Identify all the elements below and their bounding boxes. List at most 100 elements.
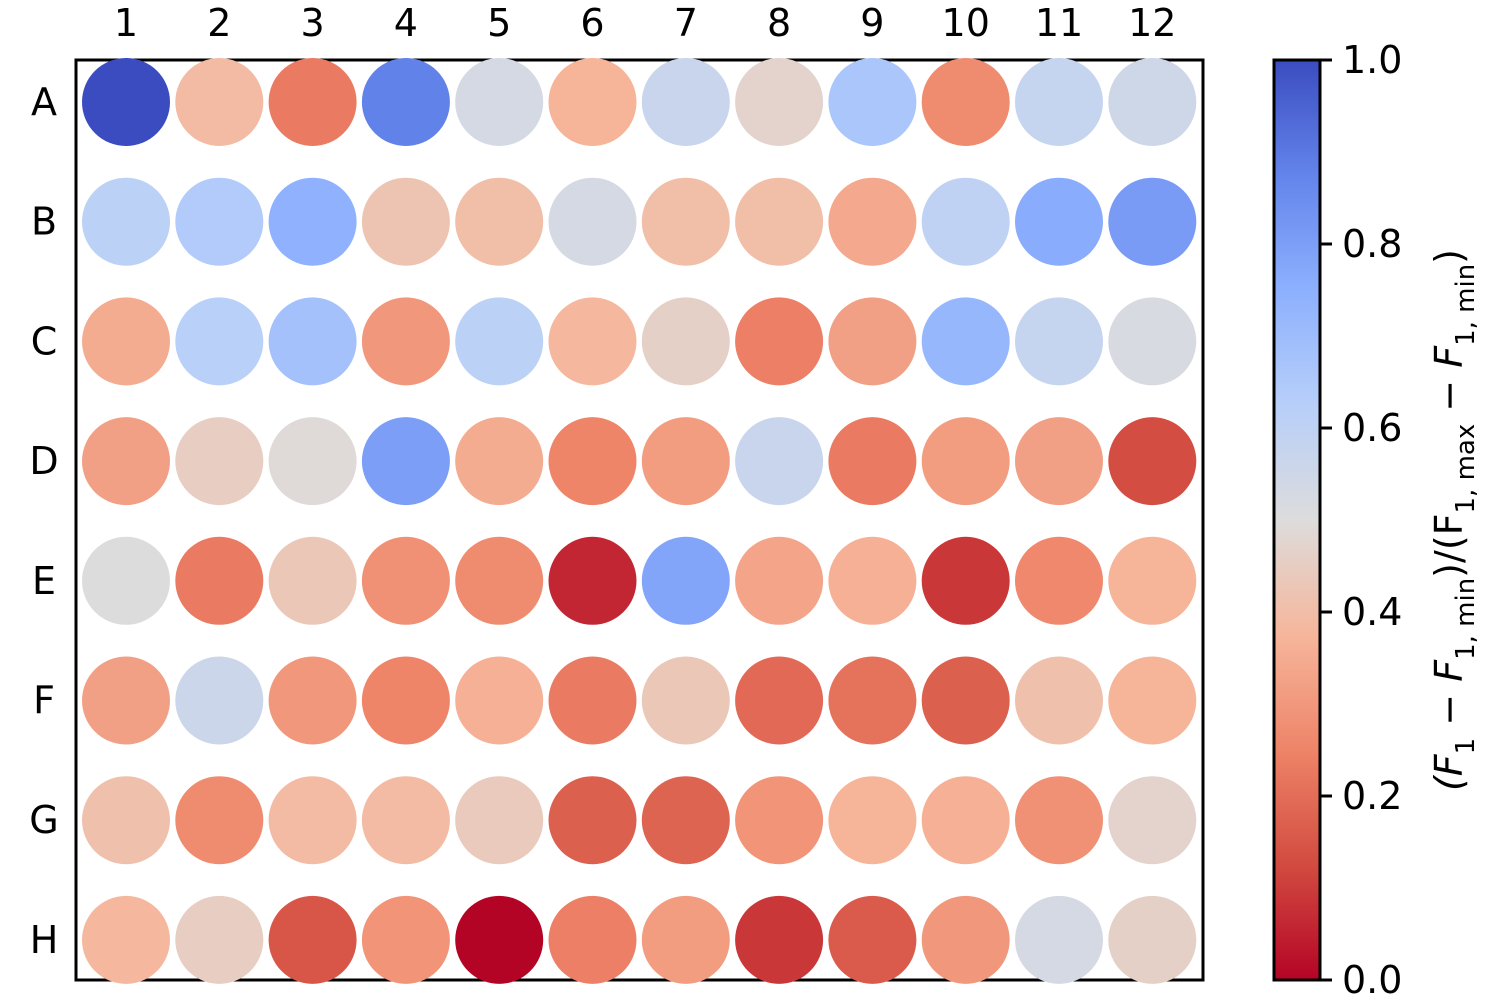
well-E6 — [548, 536, 637, 625]
well-E12 — [1108, 536, 1197, 625]
well-F11 — [1015, 656, 1103, 745]
well-B6 — [548, 177, 637, 266]
well-H7 — [641, 895, 730, 984]
well-B11 — [1015, 177, 1103, 266]
well-H12 — [1108, 895, 1197, 984]
colorbar-tick-label: 0.4 — [1342, 590, 1402, 634]
well-F12 — [1108, 656, 1197, 745]
well-A5 — [455, 58, 544, 146]
well-A1 — [82, 58, 170, 146]
column-label-8: 8 — [767, 1, 791, 45]
row-label-G: G — [29, 798, 58, 842]
well-E2 — [175, 536, 264, 625]
well-B1 — [82, 177, 170, 266]
row-label-C: C — [31, 319, 58, 363]
well-H9 — [828, 895, 917, 984]
well-E8 — [735, 536, 824, 625]
well-E10 — [921, 536, 1010, 625]
well-G8 — [735, 776, 824, 865]
well-A9 — [828, 58, 917, 146]
well-E7 — [641, 536, 730, 625]
well-F6 — [548, 656, 637, 745]
well-D3 — [268, 417, 357, 506]
well-E9 — [828, 536, 917, 625]
well-G7 — [641, 776, 730, 865]
column-label-2: 2 — [207, 1, 231, 45]
well-D1 — [82, 417, 170, 506]
colorbar-tick-label: 0.0 — [1342, 958, 1402, 1000]
well-D2 — [175, 417, 264, 506]
colorbar-gradient — [1272, 58, 1322, 982]
well-C7 — [641, 297, 730, 386]
well-C2 — [175, 297, 264, 386]
well-E5 — [455, 536, 544, 625]
well-A7 — [641, 58, 730, 146]
well-F3 — [268, 656, 357, 745]
column-label-5: 5 — [487, 1, 511, 45]
well-C11 — [1015, 297, 1103, 386]
well-E3 — [268, 536, 357, 625]
well-G4 — [361, 776, 450, 865]
well-C3 — [268, 297, 357, 386]
well-B3 — [268, 177, 357, 266]
well-F4 — [361, 656, 450, 745]
well-A12 — [1108, 58, 1197, 146]
wells-layer — [82, 58, 1197, 984]
column-label-3: 3 — [301, 1, 325, 45]
well-B12 — [1108, 177, 1197, 266]
well-F10 — [921, 656, 1010, 745]
colorbar-label: (F1 − F1, min)/(F1, max − F1, min) — [1427, 249, 1481, 791]
well-C5 — [455, 297, 544, 386]
well-D12 — [1108, 417, 1197, 506]
colorbar-tick-label: 0.8 — [1342, 222, 1402, 266]
well-A4 — [361, 58, 450, 146]
well-H1 — [82, 895, 170, 984]
well-F5 — [455, 656, 544, 745]
well-A6 — [548, 58, 637, 146]
well-H10 — [921, 895, 1010, 984]
well-H4 — [361, 895, 450, 984]
well-E4 — [361, 536, 450, 625]
colorbar-ticks: 0.0 0.2 0.4 0.6 0.8 1.0 — [1320, 38, 1402, 1000]
well-H6 — [548, 895, 637, 984]
well-E11 — [1015, 536, 1103, 625]
well-B2 — [175, 177, 264, 266]
well-G2 — [175, 776, 264, 865]
well-A2 — [175, 58, 264, 146]
well-G6 — [548, 776, 637, 865]
well-F8 — [735, 656, 824, 745]
well-B7 — [641, 177, 730, 266]
well-D4 — [361, 417, 450, 506]
well-C6 — [548, 297, 637, 386]
column-label-7: 7 — [674, 1, 698, 45]
well-H11 — [1015, 895, 1103, 984]
well-H3 — [268, 895, 357, 984]
well-G1 — [82, 776, 170, 865]
well-A8 — [735, 58, 824, 146]
well-D5 — [455, 417, 544, 506]
colorbar-tick-label: 0.2 — [1342, 774, 1402, 818]
well-H8 — [735, 895, 824, 984]
well-F2 — [175, 656, 264, 745]
column-label-12: 12 — [1128, 1, 1176, 45]
well-F7 — [641, 656, 730, 745]
well-D11 — [1015, 417, 1103, 506]
column-label-6: 6 — [580, 1, 604, 45]
well-C8 — [735, 297, 824, 386]
well-B5 — [455, 177, 544, 266]
row-label-B: B — [31, 200, 57, 244]
well-G5 — [455, 776, 544, 865]
well-F9 — [828, 656, 917, 745]
row-label-A: A — [31, 80, 57, 124]
well-B10 — [921, 177, 1010, 266]
well-E1 — [82, 536, 170, 625]
colorbar-tick-label: 0.6 — [1342, 406, 1402, 450]
well-A10 — [921, 58, 1010, 146]
column-label-4: 4 — [394, 1, 418, 45]
well-D7 — [641, 417, 730, 506]
well-C4 — [361, 297, 450, 386]
column-label-10: 10 — [942, 1, 990, 45]
row-label-E: E — [32, 559, 56, 603]
well-F1 — [82, 656, 170, 745]
